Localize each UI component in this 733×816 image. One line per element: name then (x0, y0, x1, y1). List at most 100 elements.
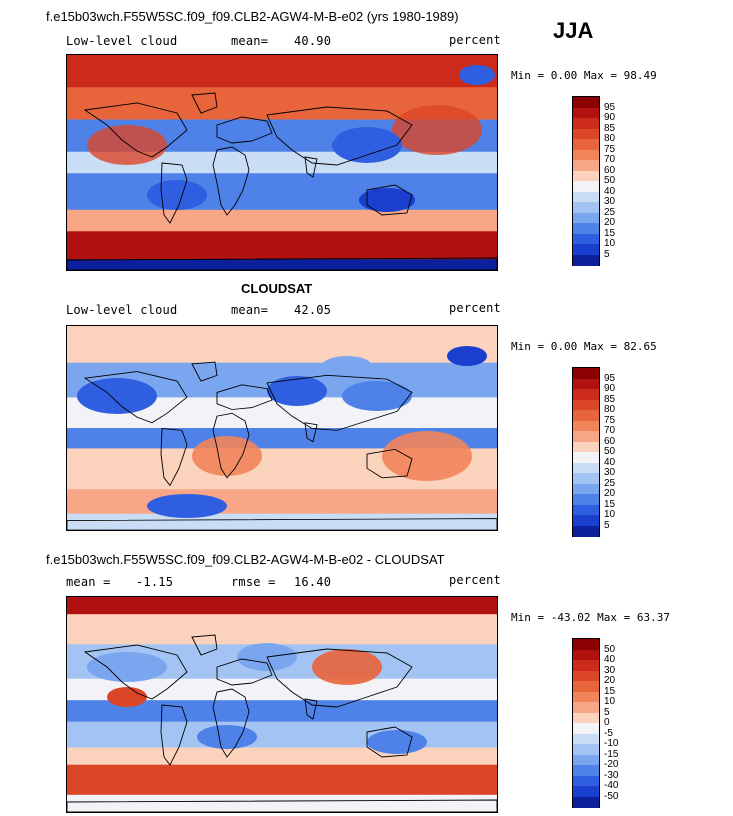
colorbar-swatch (573, 639, 599, 650)
colorbar-label: 50 (604, 446, 616, 457)
colorbar-swatch (573, 452, 599, 463)
panel1-title: f.e15b03wch.F55W5SC.f09_f09.CLB2-AGW4-M-… (46, 9, 459, 24)
colorbar-label: 90 (604, 383, 616, 394)
panel3-rmse-value: 16.40 (294, 575, 332, 589)
colorbar-swatch (573, 399, 599, 411)
colorbar-swatch (573, 462, 599, 474)
colorbar-swatch (573, 202, 599, 213)
panel1-mean-value: 40.90 (294, 34, 332, 48)
colorbar-swatch (573, 754, 599, 766)
colorbar-swatch (573, 733, 599, 745)
panel1-minmax: Min = 0.00 Max = 98.49 (511, 69, 657, 82)
colorbar-swatch (573, 483, 599, 495)
colorbar-swatch (573, 160, 599, 171)
panel2-colorbar: 95 90 85 80 75 70 60 50 40 30 25 20 15 10 5 (572, 367, 615, 537)
colorbar-swatch (573, 691, 599, 703)
colorbar-label: -15 (604, 748, 619, 760)
colorbar-swatch (573, 233, 599, 245)
colorbar-swatch (573, 223, 599, 234)
colorbar-swatch (573, 723, 599, 734)
colorbar-label: 60 (604, 435, 616, 447)
colorbar-swatch (573, 786, 599, 797)
colorbar-label: -50 (604, 790, 619, 802)
panel2-title: CLOUDSAT (241, 281, 313, 296)
panel1-map (66, 54, 498, 271)
panel3-units: percent (449, 573, 501, 587)
panel3-mean-label: mean = (66, 575, 111, 589)
colorbar-label: 50 (604, 175, 616, 186)
colorbar-swatch (573, 702, 599, 713)
colorbar-swatch (573, 796, 599, 808)
colorbar-label: 85 (604, 122, 616, 134)
colorbar-label: 25 (604, 477, 616, 489)
colorbar-label: 60 (604, 164, 616, 176)
colorbar-label: 85 (604, 393, 616, 405)
panel1-units: percent (449, 33, 501, 47)
colorbar-swatch (573, 97, 599, 108)
colorbar-label: 80 (604, 404, 616, 415)
colorbar-swatch (573, 128, 599, 140)
colorbar-label: -5 (604, 727, 613, 739)
colorbar-label: 15 (604, 227, 616, 239)
colorbar-swatch (573, 191, 599, 203)
colorbar-label: 95 (604, 101, 616, 113)
panel1-mean-label: mean= (231, 34, 269, 48)
colorbar-label: 70 (604, 425, 616, 436)
panel1-variable: Low-level cloud (66, 34, 178, 48)
colorbar-swatch (573, 525, 599, 537)
colorbar-label: 15 (604, 685, 616, 697)
colorbar-swatch (573, 504, 599, 516)
colorbar-label: 20 (604, 675, 616, 686)
colorbar-swatch (573, 660, 599, 671)
colorbar-label: -10 (604, 738, 619, 749)
colorbar-swatch (573, 378, 599, 390)
colorbar-label: 5 (604, 248, 610, 260)
colorbar-label: -30 (604, 769, 619, 781)
colorbar-label: 25 (604, 206, 616, 218)
panel1-colorbar: 95 90 85 80 75 70 60 50 40 30 25 20 15 10 5 (572, 96, 615, 266)
colorbar-label: 75 (604, 143, 616, 155)
colorbar-swatch (573, 389, 599, 400)
colorbar-label: 10 (604, 696, 616, 707)
colorbar-label: 10 (604, 238, 616, 249)
panel3-minmax: Min = -43.02 Max = 63.37 (511, 611, 670, 624)
colorbar-swatch (573, 118, 599, 129)
colorbar-swatch (573, 744, 599, 755)
colorbar-swatch (573, 139, 599, 150)
colorbar-label: 50 (604, 643, 616, 655)
colorbar-label: -20 (604, 759, 619, 770)
panel3-rmse-label: rmse = (231, 575, 276, 589)
season-label: JJA (553, 18, 594, 43)
colorbar-swatch (573, 670, 599, 682)
colorbar-swatch (573, 473, 599, 484)
colorbar-label: 30 (604, 196, 616, 207)
panel3-map (66, 596, 498, 813)
panel3-field (67, 597, 497, 812)
colorbar-swatch (573, 775, 599, 787)
colorbar-swatch (573, 420, 599, 432)
colorbar-swatch (573, 441, 599, 453)
colorbar-swatch (573, 765, 599, 776)
colorbar-swatch (573, 149, 599, 161)
colorbar-label: 95 (604, 372, 616, 384)
colorbar-label: 40 (604, 654, 616, 665)
colorbar-swatch (573, 649, 599, 661)
panel2-field (67, 326, 497, 530)
panel3-colorbar: 50 40 30 20 15 10 5 0 -5 -10 -15 -20 -30 -40 -50 (572, 638, 618, 808)
colorbar-label: 70 (604, 154, 616, 165)
colorbar-swatch (573, 368, 599, 379)
colorbar-swatch (573, 494, 599, 505)
colorbar-label: 40 (604, 185, 616, 197)
colorbar-label: 90 (604, 112, 616, 123)
colorbar-swatch (573, 244, 599, 255)
colorbar-label: 10 (604, 509, 616, 520)
panel2-mean-label: mean= (231, 303, 269, 317)
panel2-map (66, 325, 498, 531)
colorbar-swatch (573, 212, 599, 224)
colorbar-label: -40 (604, 780, 619, 791)
colorbar-label: 0 (604, 717, 610, 728)
colorbar-label: 15 (604, 498, 616, 510)
panel2-units: percent (449, 301, 501, 315)
colorbar-label: 5 (604, 519, 610, 531)
panel3-title: f.e15b03wch.F55W5SC.f09_f09.CLB2-AGW4-M-… (46, 552, 445, 567)
